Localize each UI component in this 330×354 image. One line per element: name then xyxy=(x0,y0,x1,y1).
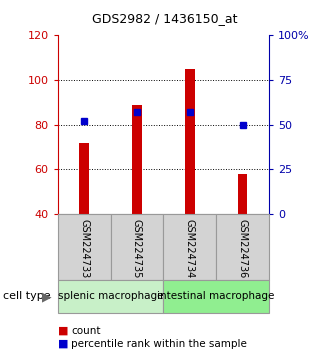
Bar xyxy=(163,214,216,280)
Text: GSM224733: GSM224733 xyxy=(79,219,89,279)
Text: count: count xyxy=(71,326,100,336)
Text: GSM224736: GSM224736 xyxy=(238,219,248,279)
Bar xyxy=(238,174,247,214)
Text: ■: ■ xyxy=(58,326,68,336)
Text: ▶: ▶ xyxy=(42,290,51,303)
Text: ■: ■ xyxy=(58,339,68,349)
Bar xyxy=(58,280,163,313)
Bar xyxy=(216,214,269,280)
Bar xyxy=(132,105,142,214)
Bar xyxy=(163,280,269,313)
Bar xyxy=(185,69,194,214)
Text: splenic macrophage: splenic macrophage xyxy=(58,291,163,302)
Text: percentile rank within the sample: percentile rank within the sample xyxy=(71,339,247,349)
Bar xyxy=(80,143,89,214)
Text: GSM224734: GSM224734 xyxy=(185,219,195,279)
Bar xyxy=(58,214,111,280)
Text: cell type: cell type xyxy=(3,291,51,302)
Bar xyxy=(111,214,163,280)
Text: GDS2982 / 1436150_at: GDS2982 / 1436150_at xyxy=(92,12,238,25)
Text: intestinal macrophage: intestinal macrophage xyxy=(157,291,275,302)
Text: GSM224735: GSM224735 xyxy=(132,219,142,279)
